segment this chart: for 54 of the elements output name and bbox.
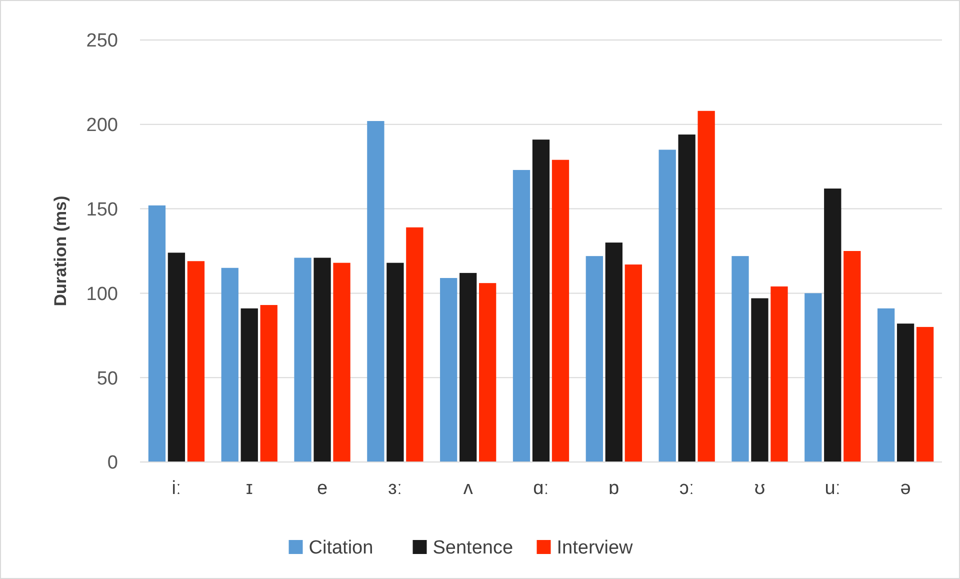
- bar: [168, 252, 186, 462]
- x-tick-label: uː: [824, 478, 841, 499]
- bar: [624, 264, 642, 462]
- bar: [877, 308, 895, 462]
- bar: [479, 283, 496, 462]
- x-tick-label: ɒ: [608, 478, 620, 499]
- bar: [532, 140, 550, 462]
- y-tick-label: 150: [86, 199, 118, 220]
- x-tick-label: ɔː: [679, 478, 694, 499]
- bar: [658, 150, 676, 462]
- x-tick-label: ɪ: [246, 478, 253, 499]
- bar: [460, 272, 477, 462]
- bar: [260, 305, 278, 462]
- bar: [294, 258, 312, 462]
- bar: [148, 205, 166, 462]
- bar: [367, 121, 384, 462]
- bar: [824, 188, 842, 462]
- bar: [586, 256, 603, 462]
- x-tick-label: e: [316, 478, 328, 499]
- x-tick-label: ʌ: [463, 478, 474, 499]
- x-tick-label: ɑː: [533, 478, 549, 499]
- legend-label: Sentence: [432, 538, 514, 559]
- bar: [314, 258, 331, 462]
- bar: [698, 110, 715, 462]
- y-tick-label: 50: [96, 368, 118, 390]
- bar: [804, 293, 822, 462]
- bar: [770, 286, 788, 462]
- bar: [386, 262, 404, 462]
- y-tick-label: 200: [86, 115, 118, 136]
- bar: [221, 268, 238, 462]
- legend-label: Interview: [556, 538, 634, 559]
- bar: [406, 227, 424, 462]
- y-tick-label: 100: [86, 284, 118, 305]
- x-tick-label: ə: [900, 478, 911, 499]
- bar: [732, 256, 749, 462]
- x-tick-label: ʊ: [754, 478, 766, 499]
- bar: [844, 251, 861, 462]
- bar: [896, 324, 914, 462]
- x-tick-label: ɜː: [388, 478, 402, 499]
- bar: [916, 326, 934, 462]
- bar: [678, 134, 696, 462]
- bar: [512, 170, 530, 462]
- y-tick-label: 250: [86, 30, 118, 52]
- y-axis-title: Duration (ms): [51, 196, 70, 306]
- bar: [440, 278, 458, 462]
- bar: [552, 160, 570, 462]
- bar: [240, 308, 258, 462]
- bar: [187, 261, 205, 462]
- legend-label: Citation: [308, 538, 374, 559]
- bar: [333, 262, 350, 462]
- y-tick-label: 0: [107, 452, 118, 474]
- bar: [605, 242, 622, 462]
- x-tick-label: iː: [172, 478, 182, 499]
- bar: [751, 298, 768, 462]
